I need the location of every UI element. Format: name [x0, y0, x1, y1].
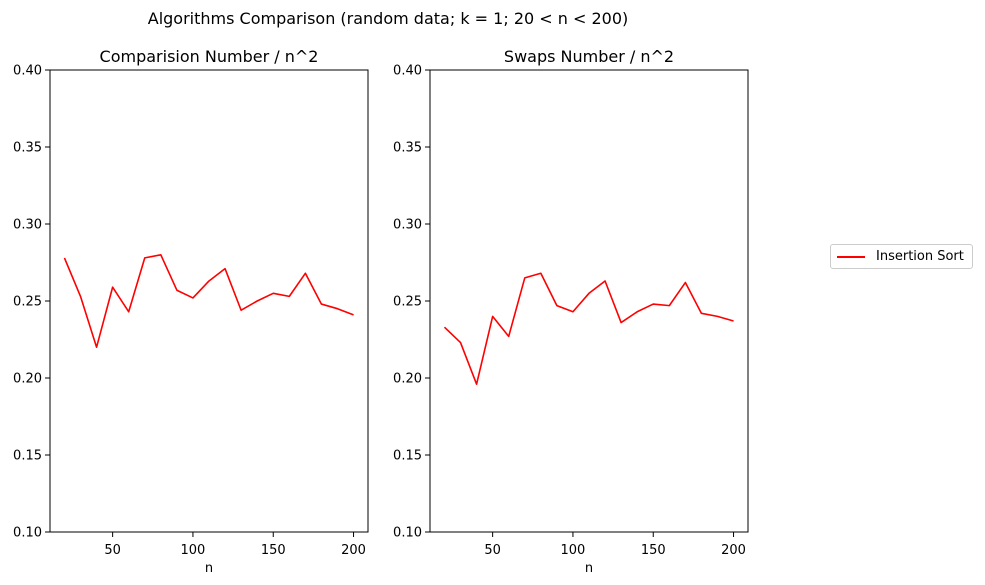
right-series-line-insertion-sort [443, 272, 734, 385]
right-y-tick-label: 0.20 [393, 372, 422, 387]
right-y-tick-label: 0.25 [393, 295, 422, 310]
right-y-tick-label: 0.35 [393, 141, 422, 156]
left-y-tick-label: 0.40 [13, 64, 42, 79]
right-y-tick-label: 0.30 [393, 218, 422, 233]
left-y-tick-label: 0.30 [13, 218, 42, 233]
left-series-line-insertion-sort [63, 254, 354, 349]
right-y-tick-label: 0.40 [393, 64, 422, 79]
left-plot-frame [49, 69, 369, 533]
left-y-tick-label: 0.25 [13, 295, 42, 310]
right-axis-ticks: 50 100 150 200 0.10 0.15 0.20 0.25 0.30 0.35 0.40 [393, 64, 746, 559]
left-y-tick-label: 0.20 [13, 372, 42, 387]
right-x-tick-label: 100 [561, 543, 586, 558]
legend: Insertion Sort [830, 244, 973, 269]
right-subplot: Swaps Number / n^2 50 100 150 200 0.10 0.15 0.… [393, 47, 749, 576]
left-axis-ticks: 50 100 150 200 0.10 0.15 0.20 0.25 0.30 0.35 0.40 [13, 64, 366, 559]
right-x-axis-label: n [585, 561, 593, 576]
left-subplot-title: Comparision Number / n^2 [100, 47, 319, 66]
left-y-tick-label: 0.10 [13, 526, 42, 541]
left-x-tick-label: 150 [261, 543, 286, 558]
left-x-axis-label: n [205, 561, 213, 576]
left-subplot: Comparision Number / n^2 50 100 150 200 0.10… [13, 47, 369, 576]
legend-label-insertion-sort: Insertion Sort [876, 249, 964, 264]
right-x-tick-label: 200 [721, 543, 746, 558]
right-y-tick-label: 0.15 [393, 449, 422, 464]
left-y-tick-label: 0.35 [13, 141, 42, 156]
chart-suptitle: Algorithms Comparison (random data; k = … [148, 9, 629, 28]
left-x-tick-label: 200 [341, 543, 366, 558]
right-subplot-title: Swaps Number / n^2 [504, 47, 674, 66]
left-y-tick-label: 0.15 [13, 449, 42, 464]
right-x-tick-label: 150 [641, 543, 666, 558]
left-x-tick-label: 100 [181, 543, 206, 558]
right-y-tick-label: 0.10 [393, 526, 422, 541]
right-plot-frame [429, 69, 749, 533]
right-x-tick-label: 50 [484, 543, 501, 558]
left-x-tick-label: 50 [104, 543, 121, 558]
legend-swatch-insertion-sort [837, 256, 865, 258]
